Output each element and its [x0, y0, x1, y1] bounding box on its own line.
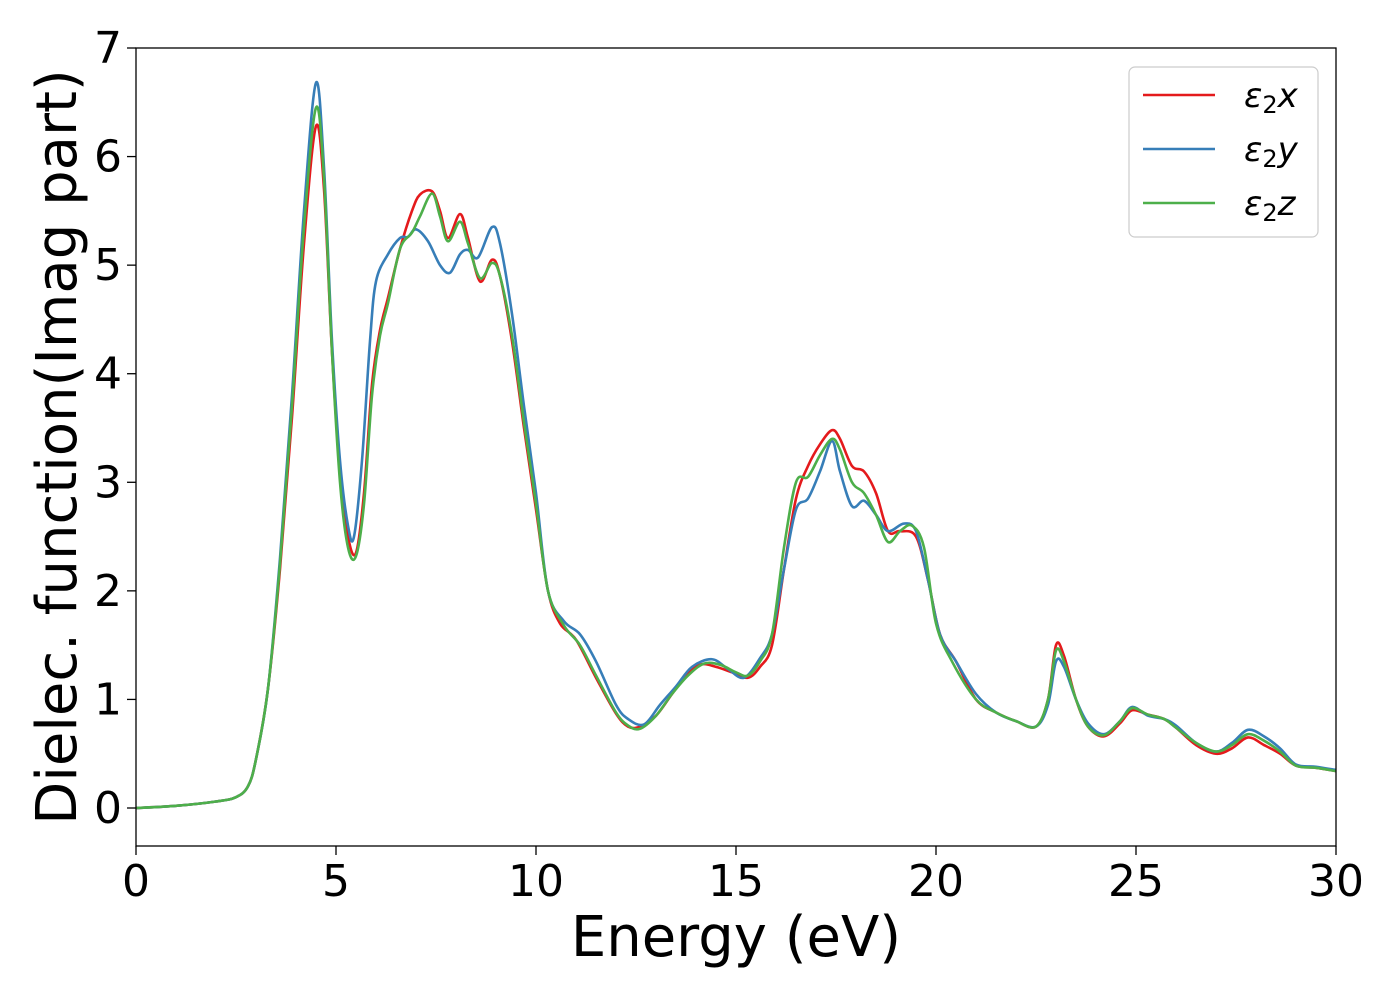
legend: ε2x ε2y ε2z — [1128, 66, 1319, 238]
x-tick-label: 20 — [908, 856, 964, 907]
y-tick-label: 4 — [94, 349, 122, 400]
x-axis-title: Energy (eV) — [571, 905, 901, 970]
x-tick-label: 0 — [122, 856, 150, 907]
y-tick-label: 5 — [94, 240, 122, 291]
series-line-z — [136, 105, 1336, 810]
y-axis: 0 1 2 3 4 5 6 7 — [94, 23, 136, 834]
series-layer — [136, 80, 1336, 810]
x-axis: 0 5 10 15 20 25 30 — [122, 846, 1364, 907]
y-tick-label: 3 — [94, 457, 122, 508]
legend-label-z: ε2z — [1244, 184, 1297, 227]
y-tick-label: 6 — [94, 132, 122, 183]
x-tick-label: 5 — [322, 856, 350, 907]
x-tick-label: 15 — [708, 856, 764, 907]
x-tick-label: 25 — [1108, 856, 1164, 907]
legend-label-y: ε2y — [1244, 130, 1299, 173]
x-tick-label: 30 — [1308, 856, 1364, 907]
y-axis-title: Dielec. function(Imag part) — [25, 69, 90, 825]
y-tick-label: 2 — [94, 566, 122, 617]
y-tick-label: 0 — [94, 783, 122, 834]
x-tick-label: 10 — [508, 856, 564, 907]
legend-label-x: ε2x — [1244, 76, 1299, 119]
y-tick-label: 7 — [94, 23, 122, 74]
y-tick-label: 1 — [94, 674, 122, 725]
legend-box — [1128, 66, 1319, 238]
